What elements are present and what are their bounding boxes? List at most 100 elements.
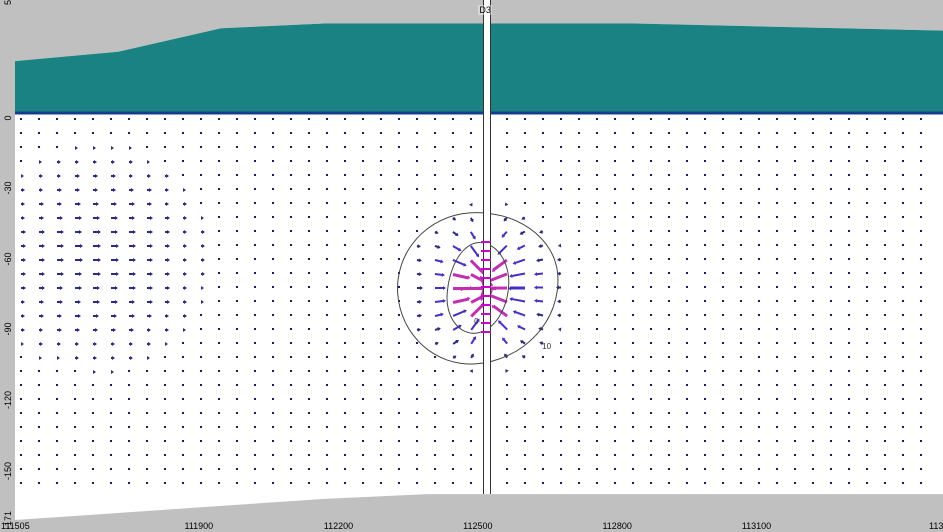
vector-dot (884, 426, 886, 428)
vector-dot (146, 482, 148, 484)
vector-dot (812, 398, 814, 400)
vector-dot (866, 426, 868, 428)
vector-dot (722, 440, 724, 442)
vector-dot (290, 370, 292, 372)
vector-dot (560, 342, 562, 344)
vector-dot (884, 272, 886, 274)
flow-vector (75, 175, 78, 177)
vector-dot (614, 454, 616, 456)
vector-dot (866, 370, 868, 372)
vector-dot (704, 384, 706, 386)
vector-dot (38, 146, 40, 148)
vector-dot (686, 146, 688, 148)
vector-dot (722, 244, 724, 246)
vector-dot (632, 286, 634, 288)
flow-vector (111, 189, 114, 191)
vector-dot (560, 132, 562, 134)
vector-dot (398, 230, 400, 232)
flow-vector (39, 203, 42, 205)
vector-dot (398, 412, 400, 414)
vector-dot (362, 202, 364, 204)
vector-dot (758, 216, 760, 218)
vector-dot (128, 440, 130, 442)
vector-dot (308, 468, 310, 470)
vector-dot (794, 370, 796, 372)
y-tick-label: -171 (3, 508, 13, 532)
vector-dot (38, 370, 40, 372)
vector-dot (182, 440, 184, 442)
vector-dot (326, 300, 328, 302)
flow-vector (93, 273, 99, 275)
y-tick-label: -30 (3, 176, 13, 200)
vector-dot (560, 118, 562, 120)
vector-dot (614, 356, 616, 358)
vector-dot (182, 132, 184, 134)
vector-dot (866, 398, 868, 400)
vector-dot (380, 160, 382, 162)
flow-vector (111, 329, 114, 331)
vector-dot (200, 426, 202, 428)
flow-vector (147, 357, 148, 359)
vector-dot (704, 244, 706, 246)
vector-dot (218, 202, 220, 204)
flow-vector (57, 301, 61, 303)
vector-dot (38, 426, 40, 428)
vector-dot (722, 286, 724, 288)
vector-dot (344, 482, 346, 484)
vector-dot (650, 440, 652, 442)
vector-dot (776, 384, 778, 386)
vector-dot (632, 160, 634, 162)
vector-dot (668, 286, 670, 288)
vector-dot (38, 440, 40, 442)
flow-vector (165, 175, 167, 177)
flow-vector (39, 175, 41, 177)
vector-dot (146, 412, 148, 414)
vector-dot (722, 146, 724, 148)
vector-dot (848, 300, 850, 302)
flow-vector (75, 245, 81, 247)
vector-dot (884, 216, 886, 218)
vector-dot (236, 468, 238, 470)
flow-vector (21, 343, 22, 345)
vector-dot (254, 412, 256, 414)
vector-dot (542, 356, 544, 358)
vector-dot (920, 174, 922, 176)
vector-dot (164, 384, 166, 386)
vector-dot (578, 202, 580, 204)
flow-vector (201, 217, 202, 219)
vector-dot (596, 412, 598, 414)
vector-dot (272, 272, 274, 274)
vector-dot (650, 132, 652, 134)
vector-dot (110, 440, 112, 442)
vector-dot (848, 160, 850, 162)
vector-dot (902, 230, 904, 232)
vector-dot (326, 342, 328, 344)
vector-dot (254, 258, 256, 260)
vector-dot (902, 272, 904, 274)
vector-dot (686, 174, 688, 176)
vector-dot (416, 202, 418, 204)
vector-dot (182, 146, 184, 148)
vector-dot (74, 370, 76, 372)
vector-dot (254, 216, 256, 218)
well-label: D3 (478, 5, 492, 15)
vector-dot (434, 174, 436, 176)
vector-dot (254, 272, 256, 274)
vector-dot (308, 230, 310, 232)
flow-vector (93, 175, 96, 177)
vector-dot (812, 286, 814, 288)
vector-dot (398, 328, 400, 330)
vector-dot (362, 314, 364, 316)
vector-dot (254, 188, 256, 190)
vector-dot (686, 188, 688, 190)
vector-dot (524, 412, 526, 414)
vector-dot (596, 468, 598, 470)
vector-dot (902, 188, 904, 190)
vector-dot (776, 300, 778, 302)
vector-dot (218, 468, 220, 470)
flow-vector (75, 287, 80, 289)
vector-dot (290, 384, 292, 386)
x-tick-label: 111900 (184, 521, 213, 531)
vector-dot (650, 412, 652, 414)
flow-vector (129, 231, 134, 233)
